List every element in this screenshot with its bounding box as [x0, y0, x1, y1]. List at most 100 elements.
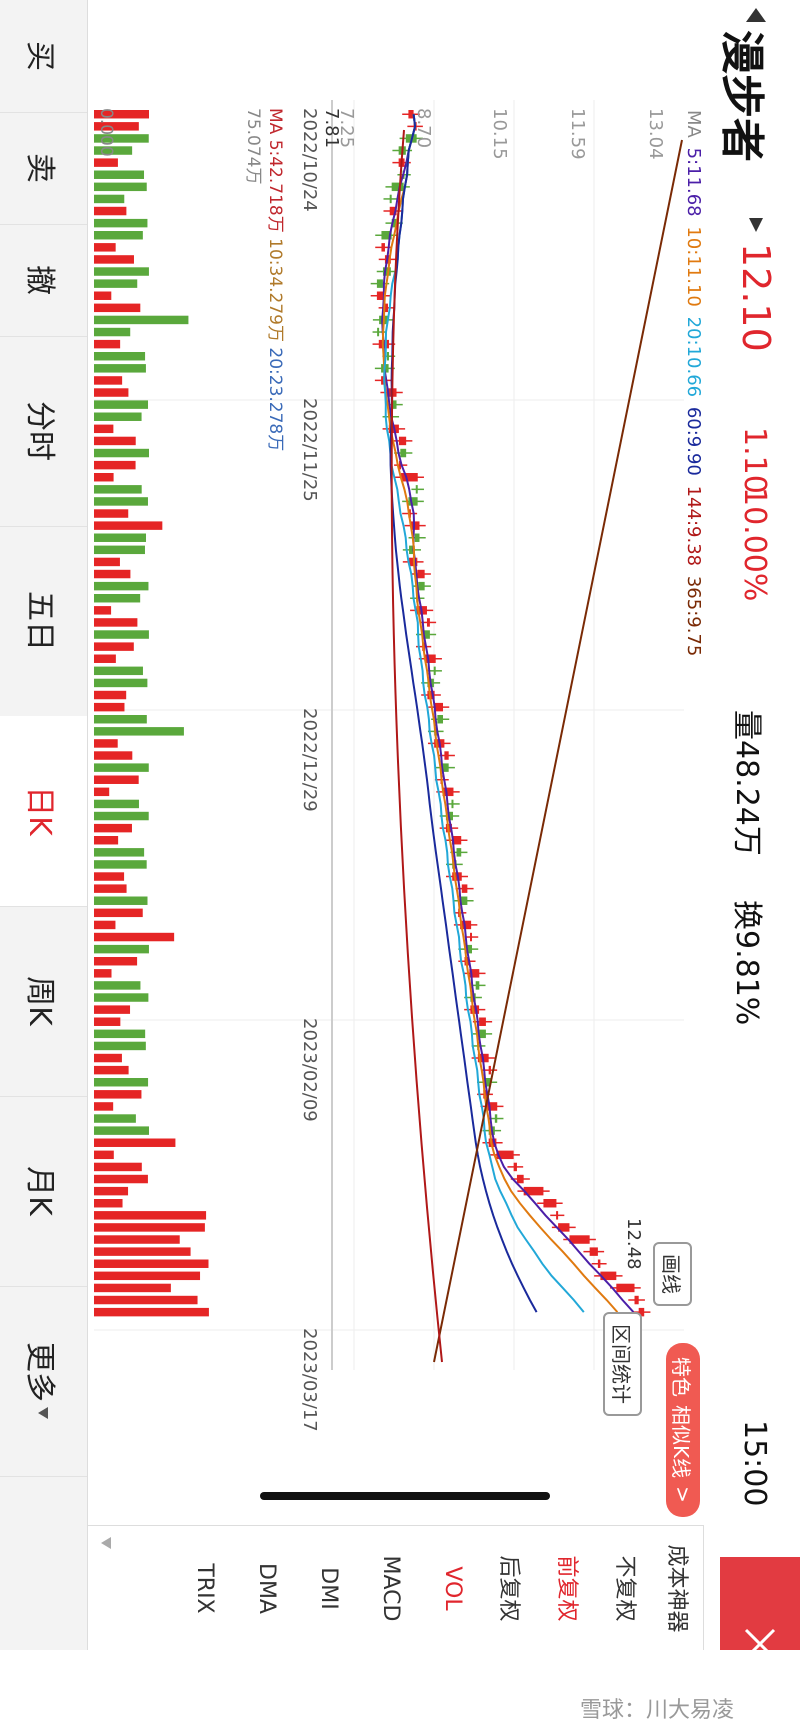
volume-bar — [94, 206, 127, 216]
triangle-down-icon[interactable] — [99, 1536, 113, 1550]
triangle-down-icon[interactable] — [746, 214, 766, 234]
time-value: 15:00 — [737, 1420, 772, 1507]
volume-bar — [94, 908, 143, 918]
tab-more[interactable]: 更多 — [0, 1286, 87, 1477]
tab-weekly-k[interactable]: 周K — [0, 906, 87, 1097]
menu-vol[interactable]: VOL — [440, 1566, 465, 1611]
volume-bar — [93, 146, 133, 155]
range-stats-button[interactable]: 区间统计 — [603, 1312, 642, 1416]
draw-line-button[interactable]: 画线 — [653, 1242, 692, 1306]
volume-bar — [93, 243, 116, 252]
home-indicator — [260, 1492, 550, 1500]
tab-sell[interactable]: 卖 — [0, 112, 87, 225]
menu-no-adjust[interactable]: 不复权 — [612, 1555, 637, 1622]
volume-bar — [93, 1259, 209, 1268]
volume-bar — [93, 122, 139, 131]
volume-bar — [94, 267, 149, 276]
menu-macd[interactable]: MACD — [378, 1555, 403, 1622]
candle-body — [434, 702, 444, 712]
candle-body — [376, 279, 383, 288]
candle-body — [408, 110, 414, 119]
menu-dmi[interactable]: DMI — [316, 1567, 341, 1610]
volume-bar — [93, 158, 118, 167]
volume-bar — [93, 509, 129, 518]
volume-bar — [93, 581, 149, 591]
volume-bar — [93, 1078, 149, 1087]
tab-buy[interactable]: 买 — [0, 0, 87, 113]
date-label-1: 2022/10/24 — [299, 108, 320, 212]
y-label-1: 13.04 — [645, 108, 666, 160]
stock-name[interactable]: 漫步者 — [716, 30, 767, 162]
candle-body — [398, 436, 407, 446]
volume-bar — [94, 339, 121, 349]
candle-body — [426, 618, 430, 627]
volume-bar — [93, 1041, 146, 1051]
volume-bar — [93, 1114, 136, 1123]
volume-bar — [93, 690, 127, 700]
tab-more-label: 更多 — [22, 1342, 57, 1402]
volume-bar — [94, 896, 148, 905]
volume-bar — [93, 1247, 191, 1256]
special-tag: 特色 — [669, 1357, 694, 1397]
indicator-menu: 成本神器 不复权 前复权 后复权 VOL MACD DMI DMA TRIX — [86, 1525, 704, 1652]
candle-body — [437, 715, 444, 724]
y-label-2: 11.59 — [567, 108, 588, 160]
ma-line — [381, 114, 635, 1313]
ma-line — [383, 114, 585, 1313]
volume-bar — [94, 763, 149, 772]
candlestick-plot[interactable] — [88, 100, 704, 1370]
chevron-right-icon: > — [671, 1486, 695, 1503]
vol-ma5: MA 5:42.718万 — [265, 108, 285, 233]
volume-bar — [94, 1271, 201, 1281]
ma-line — [381, 114, 619, 1313]
volume-bar — [93, 630, 149, 639]
menu-cost-tool[interactable]: 成本神器 — [664, 1544, 689, 1633]
candle-body — [425, 654, 436, 663]
volume-bar — [93, 1283, 171, 1293]
menu-backward-adjust[interactable]: 后复权 — [496, 1555, 521, 1622]
menu-forward-adjust[interactable]: 前复权 — [554, 1555, 579, 1622]
volume-bar — [94, 594, 141, 603]
volume-bar — [93, 1295, 198, 1305]
triangle-left-icon[interactable] — [744, 6, 768, 24]
similar-kline-button[interactable]: 特色 相似K线 > — [666, 1343, 700, 1517]
volume-bar — [94, 315, 189, 325]
tab-five-day[interactable]: 五日 — [0, 526, 87, 717]
volume-bar — [94, 715, 147, 724]
volume-bar — [93, 473, 114, 482]
candle-body — [461, 884, 468, 893]
volume-bar — [94, 1138, 176, 1147]
date-label-2: 2022/11/25 — [299, 398, 320, 502]
candle-body — [451, 836, 462, 845]
candle-body — [475, 981, 480, 990]
candle-body — [543, 1199, 557, 1208]
tab-monthly-k[interactable]: 月K — [0, 1096, 87, 1287]
candle-body — [616, 1283, 635, 1293]
volume-bar — [93, 1186, 129, 1196]
volume-bar — [94, 533, 147, 542]
volume-bar — [93, 557, 120, 567]
candle-body — [400, 448, 407, 458]
volume-bar — [94, 448, 149, 458]
menu-dma[interactable]: DMA — [254, 1563, 279, 1614]
low-marker: 7.81 — [321, 108, 342, 149]
kline-chart[interactable]: MA 5:11.68 10:11.10 20:10.66 60:9.90 144… — [88, 100, 704, 1512]
tab-daily-k[interactable]: 日K — [0, 716, 87, 907]
volume-bar — [93, 884, 127, 893]
volume-bar — [93, 460, 136, 470]
volume-bar — [94, 702, 125, 712]
tab-cancel[interactable]: 撤 — [0, 224, 87, 337]
stock-header: 漫步者 12.10 1.10 10.00% 量48.24万 换9.81% 15:… — [704, 0, 800, 1731]
volume-bar — [94, 957, 138, 966]
volume-bar — [93, 279, 138, 288]
tab-intraday[interactable]: 分时 — [0, 336, 87, 527]
volume-bar — [94, 424, 114, 434]
volume-bar — [93, 799, 139, 809]
volume-bar — [93, 194, 125, 204]
volume-bar — [94, 231, 143, 240]
menu-trix[interactable]: TRIX — [192, 1563, 217, 1614]
volume-bar — [94, 521, 163, 530]
candle-body — [444, 751, 449, 760]
volume-bar — [93, 1017, 121, 1026]
volume-bar — [94, 860, 147, 869]
